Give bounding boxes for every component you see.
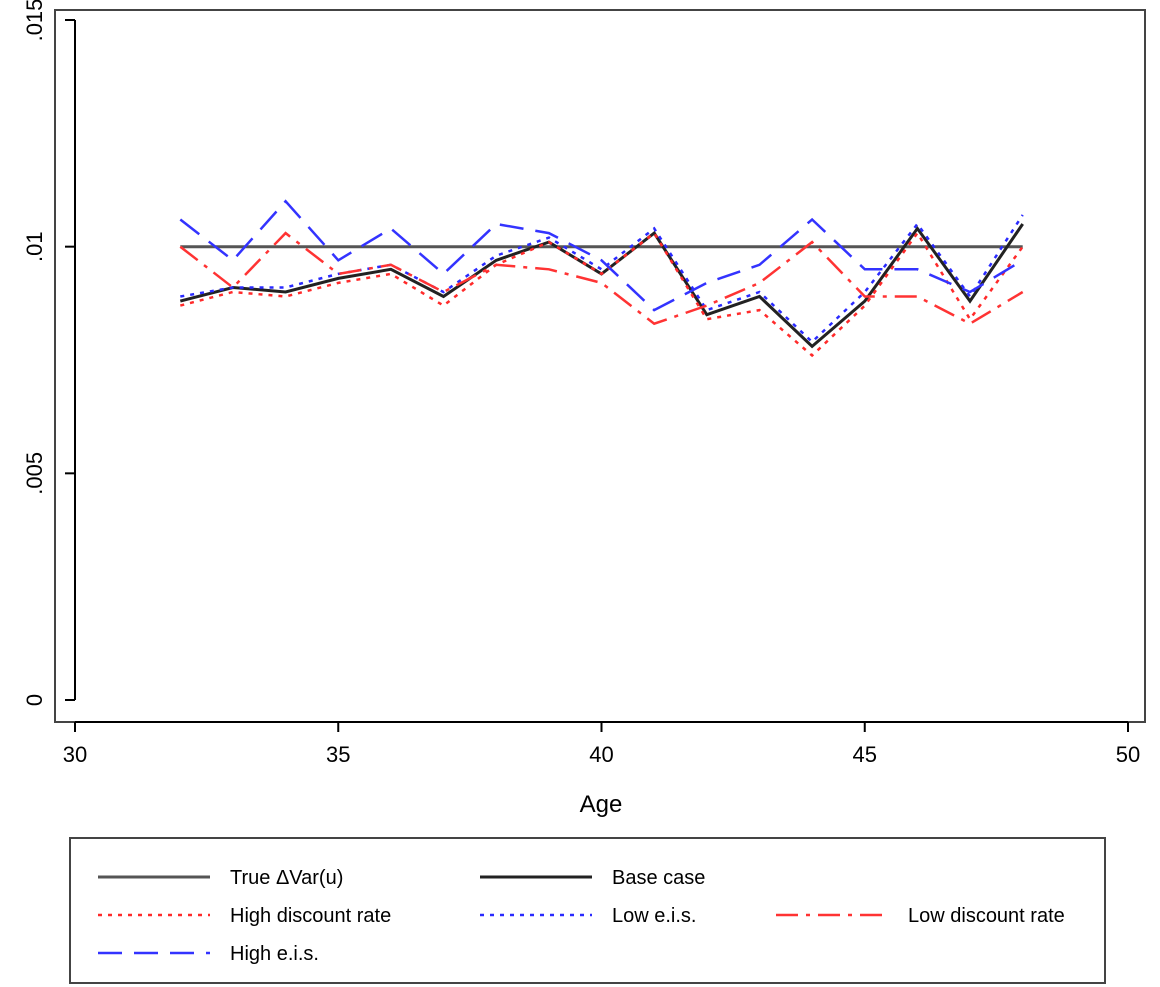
series-line-5 [179,199,1024,312]
legend-label-4: Low discount rate [908,905,1065,927]
x-tick-label: 50 [1116,742,1140,767]
legend-label-2: High discount rate [230,905,391,927]
legend-label-5: High e.i.s. [230,943,319,965]
legend-box [69,837,1106,984]
series-line-4 [179,231,1024,326]
x-tick-label: 45 [853,742,877,767]
x-tick-label: 30 [63,742,87,767]
legend-label-1: Base case [612,867,705,889]
legend-label-3: Low e.i.s. [612,905,696,927]
series-line-3 [180,214,1024,344]
legend-label-0: True ΔVar(u) [230,867,343,889]
series-layer [179,199,1024,358]
series-line-2 [179,230,1024,358]
y-tick-label: .01 [22,231,47,262]
x-axis-title: Age [580,791,623,818]
y-ticks: 0 .005 .01 .015 [22,0,75,706]
x-tick-label: 35 [326,742,350,767]
y-tick-label: 0 [22,694,47,706]
y-tick-label: .015 [22,0,47,41]
x-tick-label: 40 [589,742,613,767]
x-ticks: 30 35 40 45 50 [63,722,1140,767]
plot-frame [54,9,1146,723]
legend: True ΔVar(u) Base case High discount rate L… [98,867,1065,965]
y-tick-label: .005 [22,452,47,495]
